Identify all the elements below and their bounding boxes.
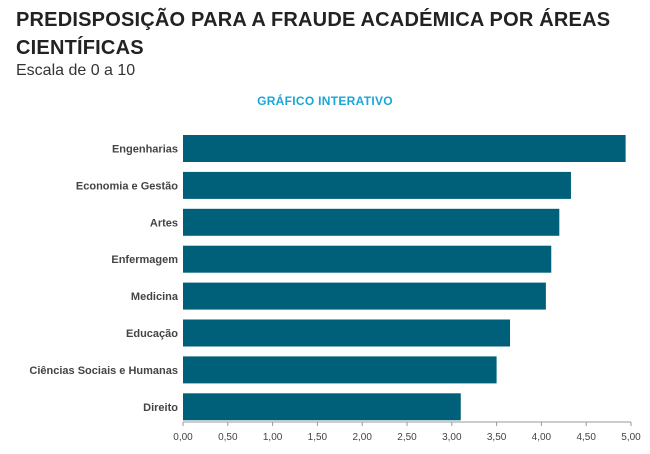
bar-0[interactable] — [183, 135, 626, 162]
x-tick-label-5: 2,50 — [397, 432, 417, 443]
category-label-2: Artes — [150, 217, 178, 229]
x-tick-label-9: 4,50 — [576, 432, 596, 443]
category-label-3: Enfermagem — [111, 254, 178, 266]
bar-2[interactable] — [183, 208, 560, 236]
x-axis: 0,00 0,50 1,00 1,50 2,00 2,50 3,00 3,50 4,00 4,50… — [173, 421, 641, 443]
bars-group — [183, 135, 626, 421]
category-label-5: Educação — [126, 328, 178, 340]
category-label-0: Engenharias — [112, 144, 178, 156]
bar-4[interactable] — [183, 282, 546, 310]
x-tick-label-7: 3,50 — [487, 432, 507, 443]
bar-chart: Engenharias Economia e Gestão Artes Enferma… — [29, 135, 641, 443]
x-tick-label-8: 4,00 — [532, 432, 552, 443]
bar-3[interactable] — [183, 245, 552, 273]
chart-subtitle: Escala de 0 a 10 — [16, 62, 136, 79]
category-labels: Engenharias Economia e Gestão Artes Enferma… — [29, 144, 178, 414]
x-tick-label-1: 0,50 — [218, 432, 238, 443]
interactive-chart-link[interactable]: GRÁFICO INTERATIVO — [257, 94, 393, 108]
bar-7[interactable] — [183, 393, 461, 421]
x-tick-label-10: 5,00 — [621, 432, 641, 443]
x-tick-label-0: 0,00 — [173, 432, 193, 443]
bar-5[interactable] — [183, 319, 511, 347]
category-label-6: Ciências Sociais e Humanas — [29, 365, 178, 377]
category-label-7: Direito — [143, 402, 178, 414]
x-tick-label-3: 1,50 — [308, 432, 328, 443]
x-tick-label-4: 2,00 — [352, 432, 372, 443]
bar-6[interactable] — [183, 356, 497, 384]
chart-title: PREDISPOSIÇÃO PARA A FRAUDE ACADÉMICA PO… — [16, 9, 611, 59]
category-label-4: Medicina — [131, 291, 179, 303]
bar-1[interactable] — [183, 171, 571, 199]
x-tick-label-2: 1,00 — [263, 432, 283, 443]
category-label-1: Economia e Gestão — [76, 180, 178, 192]
x-tick-label-6: 3,00 — [442, 432, 462, 443]
